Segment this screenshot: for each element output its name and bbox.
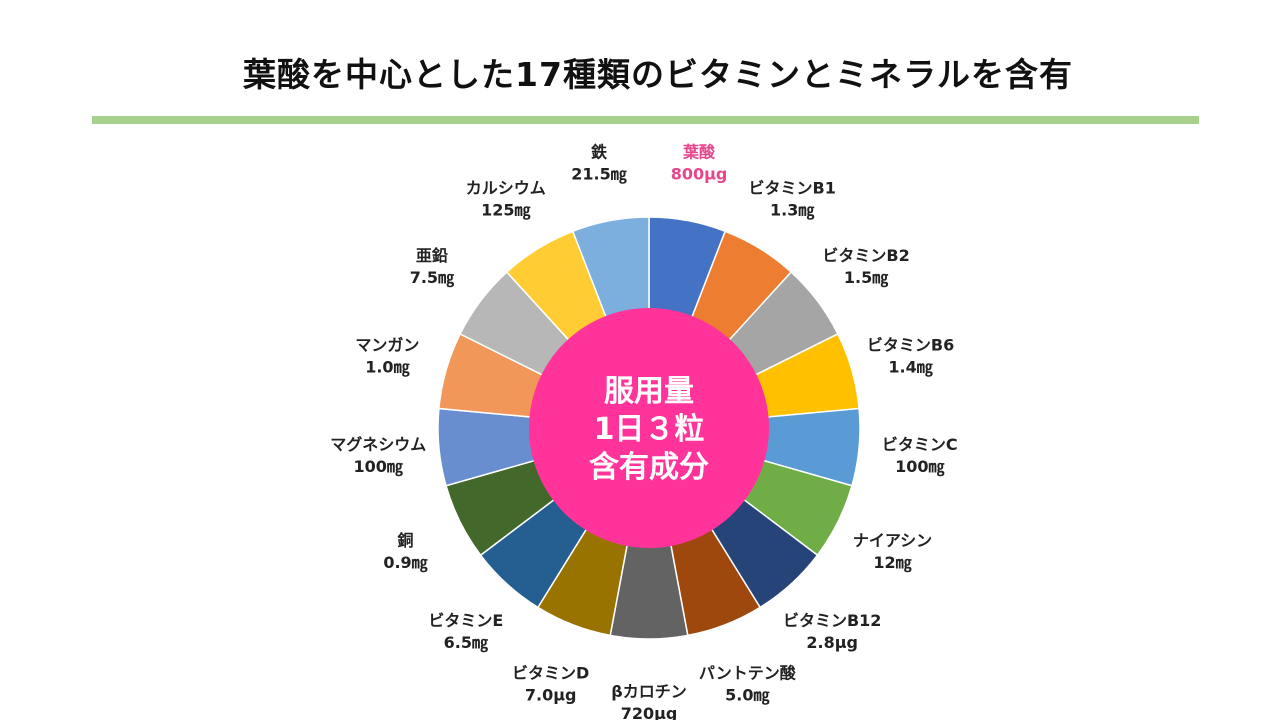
slice-name-label: ビタミンD: [512, 664, 589, 683]
title-underline: [92, 116, 1199, 124]
slice-name-label: 葉酸: [682, 143, 716, 162]
slice-name-label: ビタミンB6: [867, 336, 954, 355]
slice-amount-label: 125㎎: [481, 201, 530, 221]
slice-amount-label: 1.4㎎: [888, 358, 932, 378]
slice-name-label: パントテン酸: [699, 664, 797, 683]
center-text-line: 含有成分: [589, 450, 709, 485]
slice-amount-label: 7.0μg: [525, 686, 577, 705]
slice-amount-label: 1.5㎎: [844, 268, 888, 288]
slice-name-label: マンガン: [355, 336, 419, 355]
center-text-line: 1日３粒: [594, 412, 705, 447]
slice-name-label: 亜鉛: [416, 246, 448, 265]
page-title: 葉酸を中心とした17種類のビタミンとミネラルを含有: [243, 55, 1073, 94]
slice-amount-label: 720μg: [621, 704, 678, 720]
slice-name-label: ビタミンE: [428, 611, 503, 630]
slice-amount-label: 12㎎: [873, 553, 911, 573]
slice-name-label: カルシウム: [466, 179, 546, 198]
slice-name-label: ビタミンB2: [822, 246, 909, 265]
slice-name-label: βカロチン: [611, 682, 686, 701]
slice-name-label: マグネシウム: [330, 435, 426, 454]
slice-name-label: ビタミンB12: [783, 611, 881, 630]
center-circle: [529, 308, 769, 548]
slice-amount-label: 1.3㎎: [770, 201, 814, 221]
slice-name-label: ビタミンC: [882, 435, 958, 454]
center-text-line: 服用量: [604, 374, 694, 409]
slice-name-label: ビタミンB1: [749, 179, 836, 198]
slice-name-label: 鉄: [591, 143, 607, 162]
slice-name-label: ナイアシン: [853, 531, 932, 550]
slice-amount-label: 2.8μg: [806, 633, 858, 652]
slice-amount-label: 5.0㎎: [725, 686, 769, 706]
slice-amount-label: 1.0㎎: [365, 358, 409, 378]
slice-name-label: 銅: [397, 531, 413, 550]
slice-amount-label: 100㎎: [895, 457, 944, 477]
slice-amount-label: 21.5㎎: [571, 165, 626, 185]
slice-amount-label: 0.9㎎: [383, 553, 427, 573]
slice-amount-label: 6.5㎎: [444, 633, 488, 653]
slice-amount-label: 7.5㎎: [410, 268, 454, 288]
slice-amount-label: 800μg: [671, 165, 728, 184]
slice-amount-label: 100㎎: [353, 457, 402, 477]
